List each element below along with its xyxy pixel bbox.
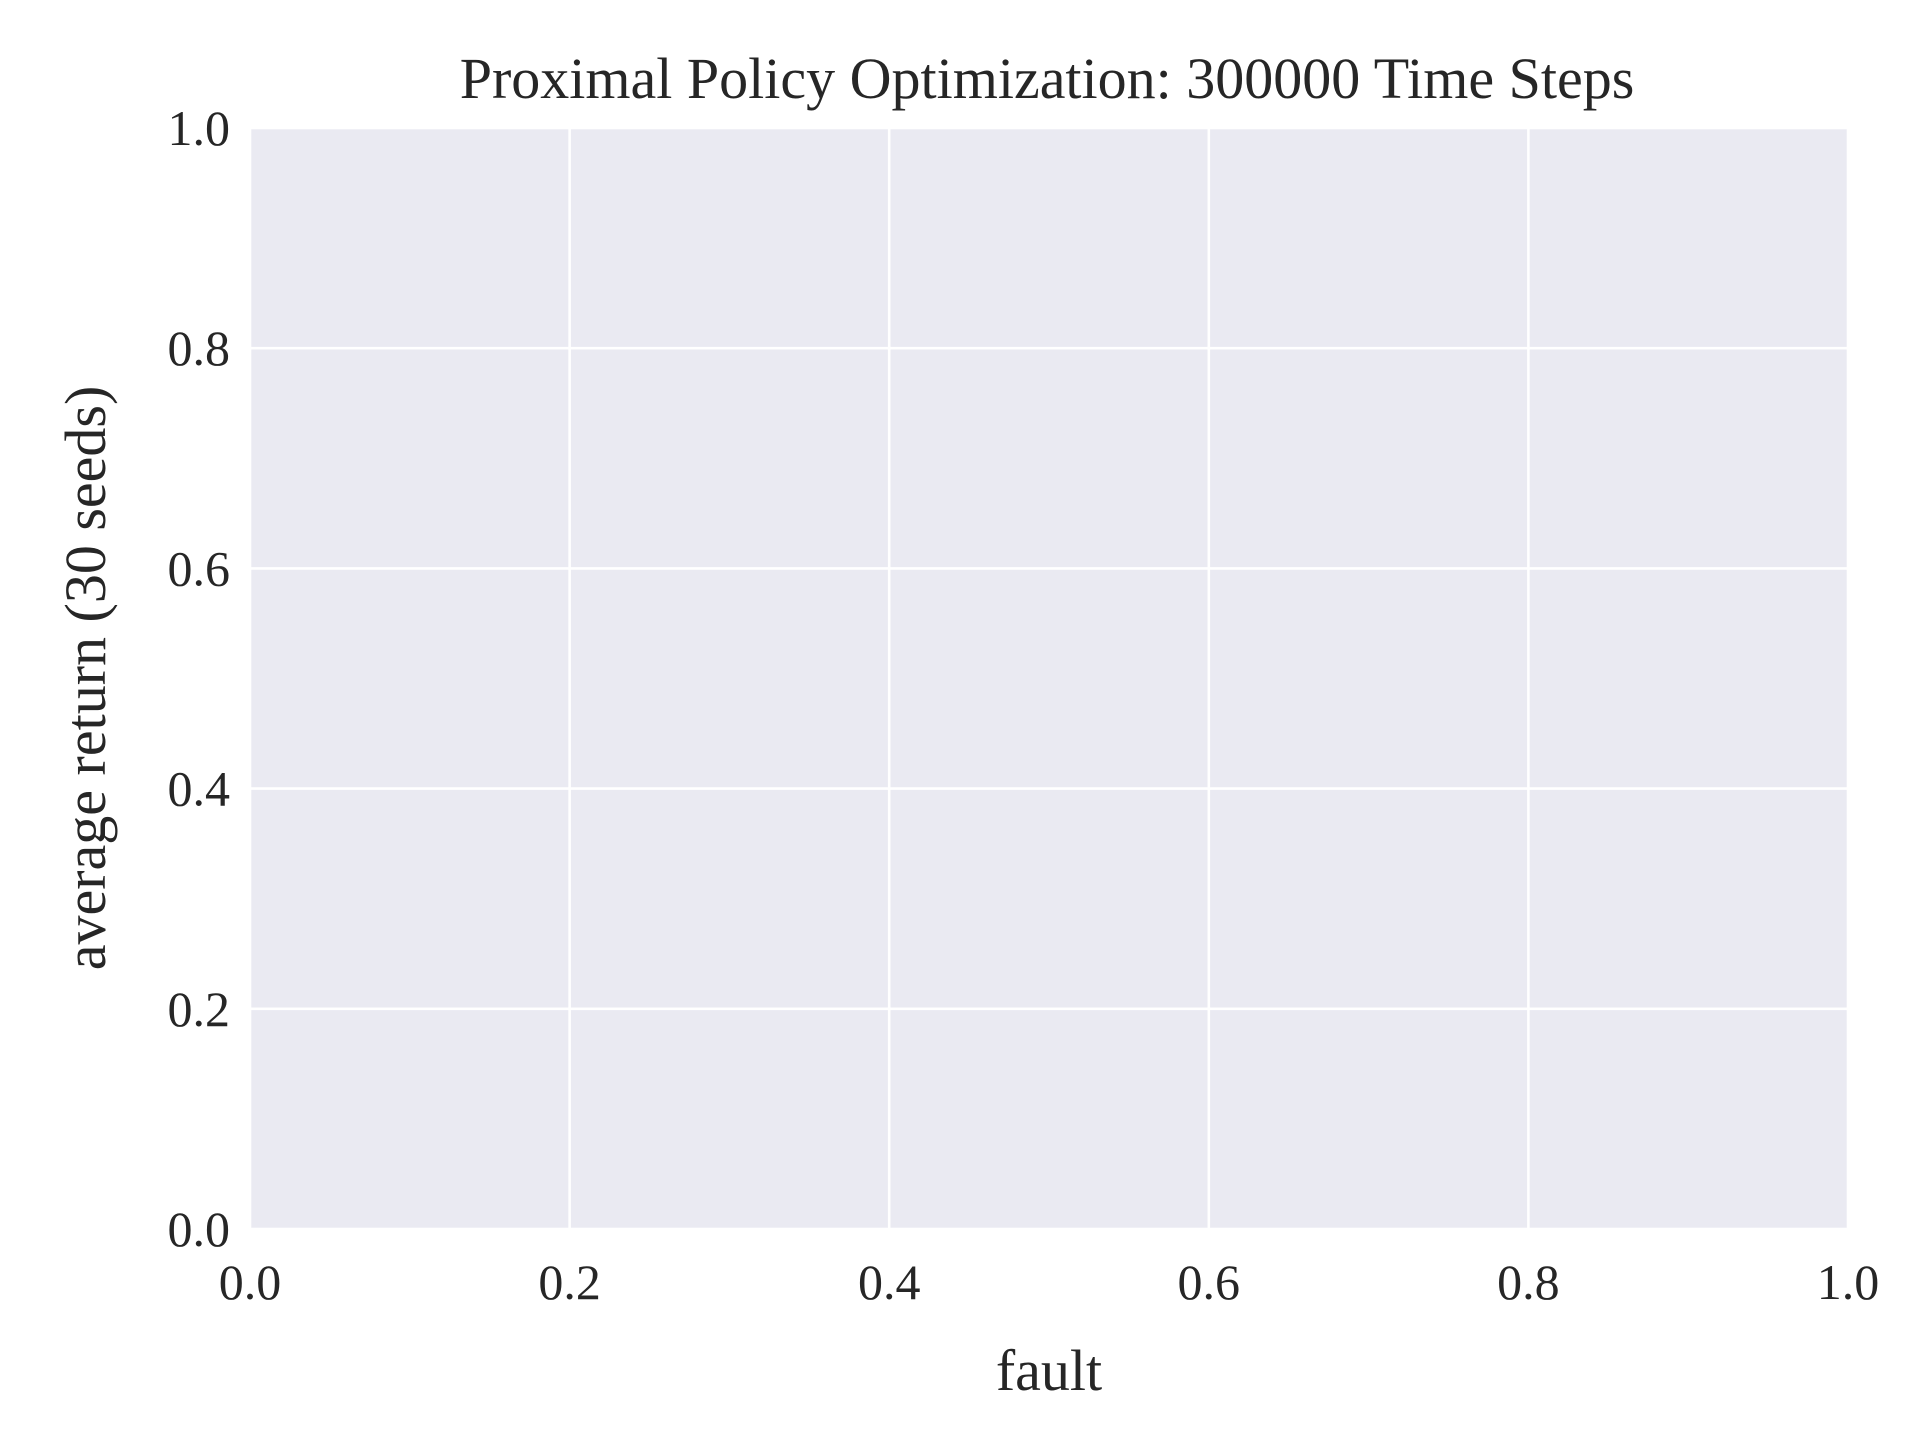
y-gridlines (250, 126, 1848, 1231)
x-tick-labels: 0.0 0.2 0.4 0.6 0.8 1.0 (219, 1254, 1880, 1310)
x-tick-label: 0.2 (538, 1254, 601, 1310)
x-tick-label: 0.0 (219, 1254, 282, 1310)
y-tick-label: 0.4 (168, 761, 231, 817)
y-tick-label: 0.0 (168, 1201, 231, 1257)
y-tick-label: 0.6 (168, 540, 231, 596)
y-tick-labels: 0.0 0.2 0.4 0.6 0.8 1.0 (168, 100, 231, 1257)
x-tick-label: 0.4 (858, 1254, 921, 1310)
y-tick-label: 0.2 (168, 981, 231, 1037)
x-tick-label: 0.6 (1178, 1254, 1241, 1310)
y-tick-label: 0.8 (168, 320, 231, 376)
y-axis-label: average return (30 seeds) (53, 386, 118, 971)
plot-area (250, 128, 1848, 1229)
x-tick-label: 1.0 (1817, 1254, 1880, 1310)
x-axis-label: fault (996, 1338, 1102, 1403)
chart-title: Proximal Policy Optimization: 300000 Tim… (460, 46, 1635, 111)
x-gridlines (248, 128, 1850, 1229)
x-tick-label: 0.8 (1497, 1254, 1560, 1310)
y-tick-label: 1.0 (168, 100, 231, 156)
